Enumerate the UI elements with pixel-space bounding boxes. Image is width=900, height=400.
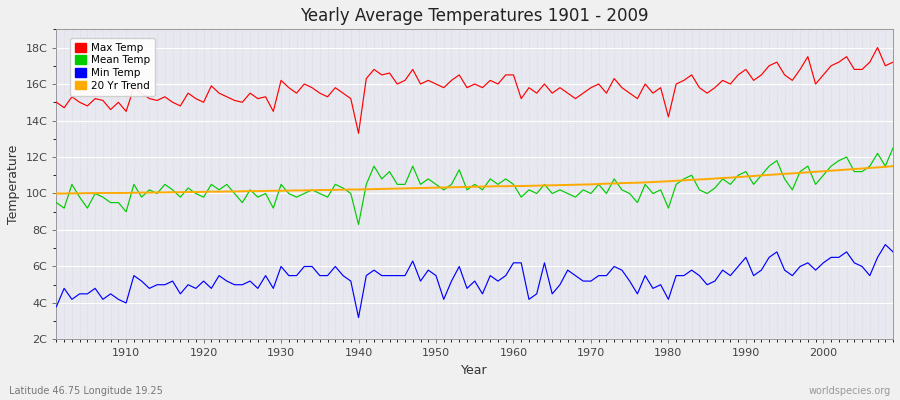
Y-axis label: Temperature: Temperature: [7, 145, 20, 224]
Text: Latitude 46.75 Longitude 19.25: Latitude 46.75 Longitude 19.25: [9, 386, 163, 396]
Title: Yearly Average Temperatures 1901 - 2009: Yearly Average Temperatures 1901 - 2009: [301, 7, 649, 25]
Text: worldspecies.org: worldspecies.org: [809, 386, 891, 396]
X-axis label: Year: Year: [462, 364, 488, 377]
Legend: Max Temp, Mean Temp, Min Temp, 20 Yr Trend: Max Temp, Mean Temp, Min Temp, 20 Yr Tre…: [70, 38, 155, 96]
